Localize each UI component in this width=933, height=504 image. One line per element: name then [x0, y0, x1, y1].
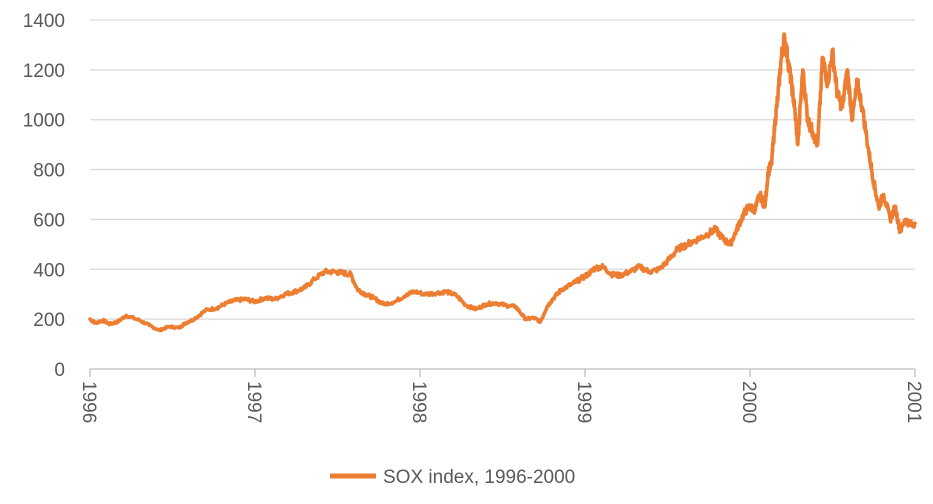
y-tick-label: 1000 [23, 111, 65, 132]
x-tick-label: 2000 [738, 381, 759, 423]
y-tick-label: 400 [33, 260, 65, 281]
x-axis-tick-labels: 1996 1997 1998 1999 2000 2001 [78, 381, 924, 423]
series-line [88, 32, 917, 333]
x-tick-label: 1996 [78, 381, 99, 423]
y-tick-label: 0 [54, 360, 65, 381]
gridlines [90, 19, 915, 320]
legend-label: SOX index, 1996-2000 [383, 467, 575, 488]
x-axis [89, 368, 916, 377]
legend: SOX index, 1996-2000 [330, 467, 575, 488]
y-tick-label: 800 [33, 161, 65, 182]
x-tick-label: 1998 [408, 381, 429, 423]
x-tick-label: 1997 [243, 381, 264, 423]
x-tick-label: 2001 [903, 381, 924, 423]
y-axis-tick-labels: 0 200 400 600 800 1000 1200 1400 [23, 11, 65, 381]
series-group [88, 32, 917, 333]
y-tick-label: 200 [33, 310, 65, 331]
y-tick-label: 1200 [23, 61, 65, 82]
y-tick-label: 600 [33, 210, 65, 231]
y-tick-label: 1400 [23, 11, 65, 32]
x-tick-label: 1999 [573, 381, 594, 423]
